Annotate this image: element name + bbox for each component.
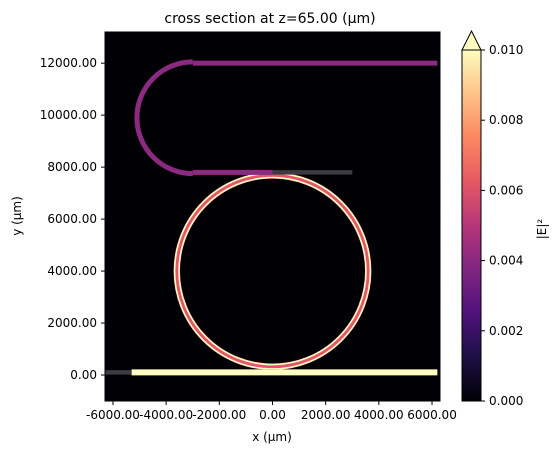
colorbar-ticks: 0.000 0.002 0.004 0.006 0.008 0.010 [481,43,523,408]
colorbar-frame [461,49,482,402]
y-tick-label: 10000.00 [40,108,97,122]
colorbar-tick-label: 0.006 [489,183,523,197]
colorbar-gradient [462,50,481,401]
field-features [105,59,438,376]
x-tick-label: -4000.00 [139,408,193,422]
colorbar-tick-label: 0.004 [489,254,523,268]
x-axis-label: x (µm) [252,430,292,444]
ring-inner-edge [178,176,367,366]
x-tick-label: -2000.00 [192,408,246,422]
x-tick-label: -6000.00 [86,408,140,422]
x-tick-label: 6000.00 [407,408,457,422]
y-tick-label: 6000.00 [47,212,97,226]
plot-area [104,31,441,402]
x-tick-label: 2000.00 [301,408,351,422]
colorbar-tick-label: 0.002 [489,324,523,338]
x-tick-label: 4000.00 [354,408,404,422]
colorbar-tick-label: 0.008 [489,113,523,127]
colorbar-label: |E|² [535,219,549,240]
colorbar-extend-arrow [461,29,482,51]
colorbar-tick-label: 0.010 [489,43,523,57]
y-axis: 0.00 2000.00 4000.00 6000.00 8000.00 10000.00… [40,56,105,382]
plot-background [105,32,440,401]
y-tick-label: 0.00 [70,368,97,382]
y-axis-label: y (µm) [10,196,24,236]
chart-title: cross section at z=65.00 (µm) [164,11,375,27]
y-tick-label: 2000.00 [47,316,97,330]
y-tick-label: 4000.00 [47,264,97,278]
x-tick-label: 0.00 [259,408,286,422]
x-axis: -6000.00 -4000.00 -2000.00 0.00 2000.00 4000.… [86,401,457,422]
colorbar-tick-label: 0.000 [489,394,523,408]
ring-core [173,172,372,371]
colorbar: 0.000 0.002 0.004 0.006 0.008 0.010 |E|² [461,29,549,408]
y-tick-label: 8000.00 [47,160,97,174]
drop-waveguide-bend [134,59,193,177]
y-tick-label: 12000.00 [40,56,97,70]
